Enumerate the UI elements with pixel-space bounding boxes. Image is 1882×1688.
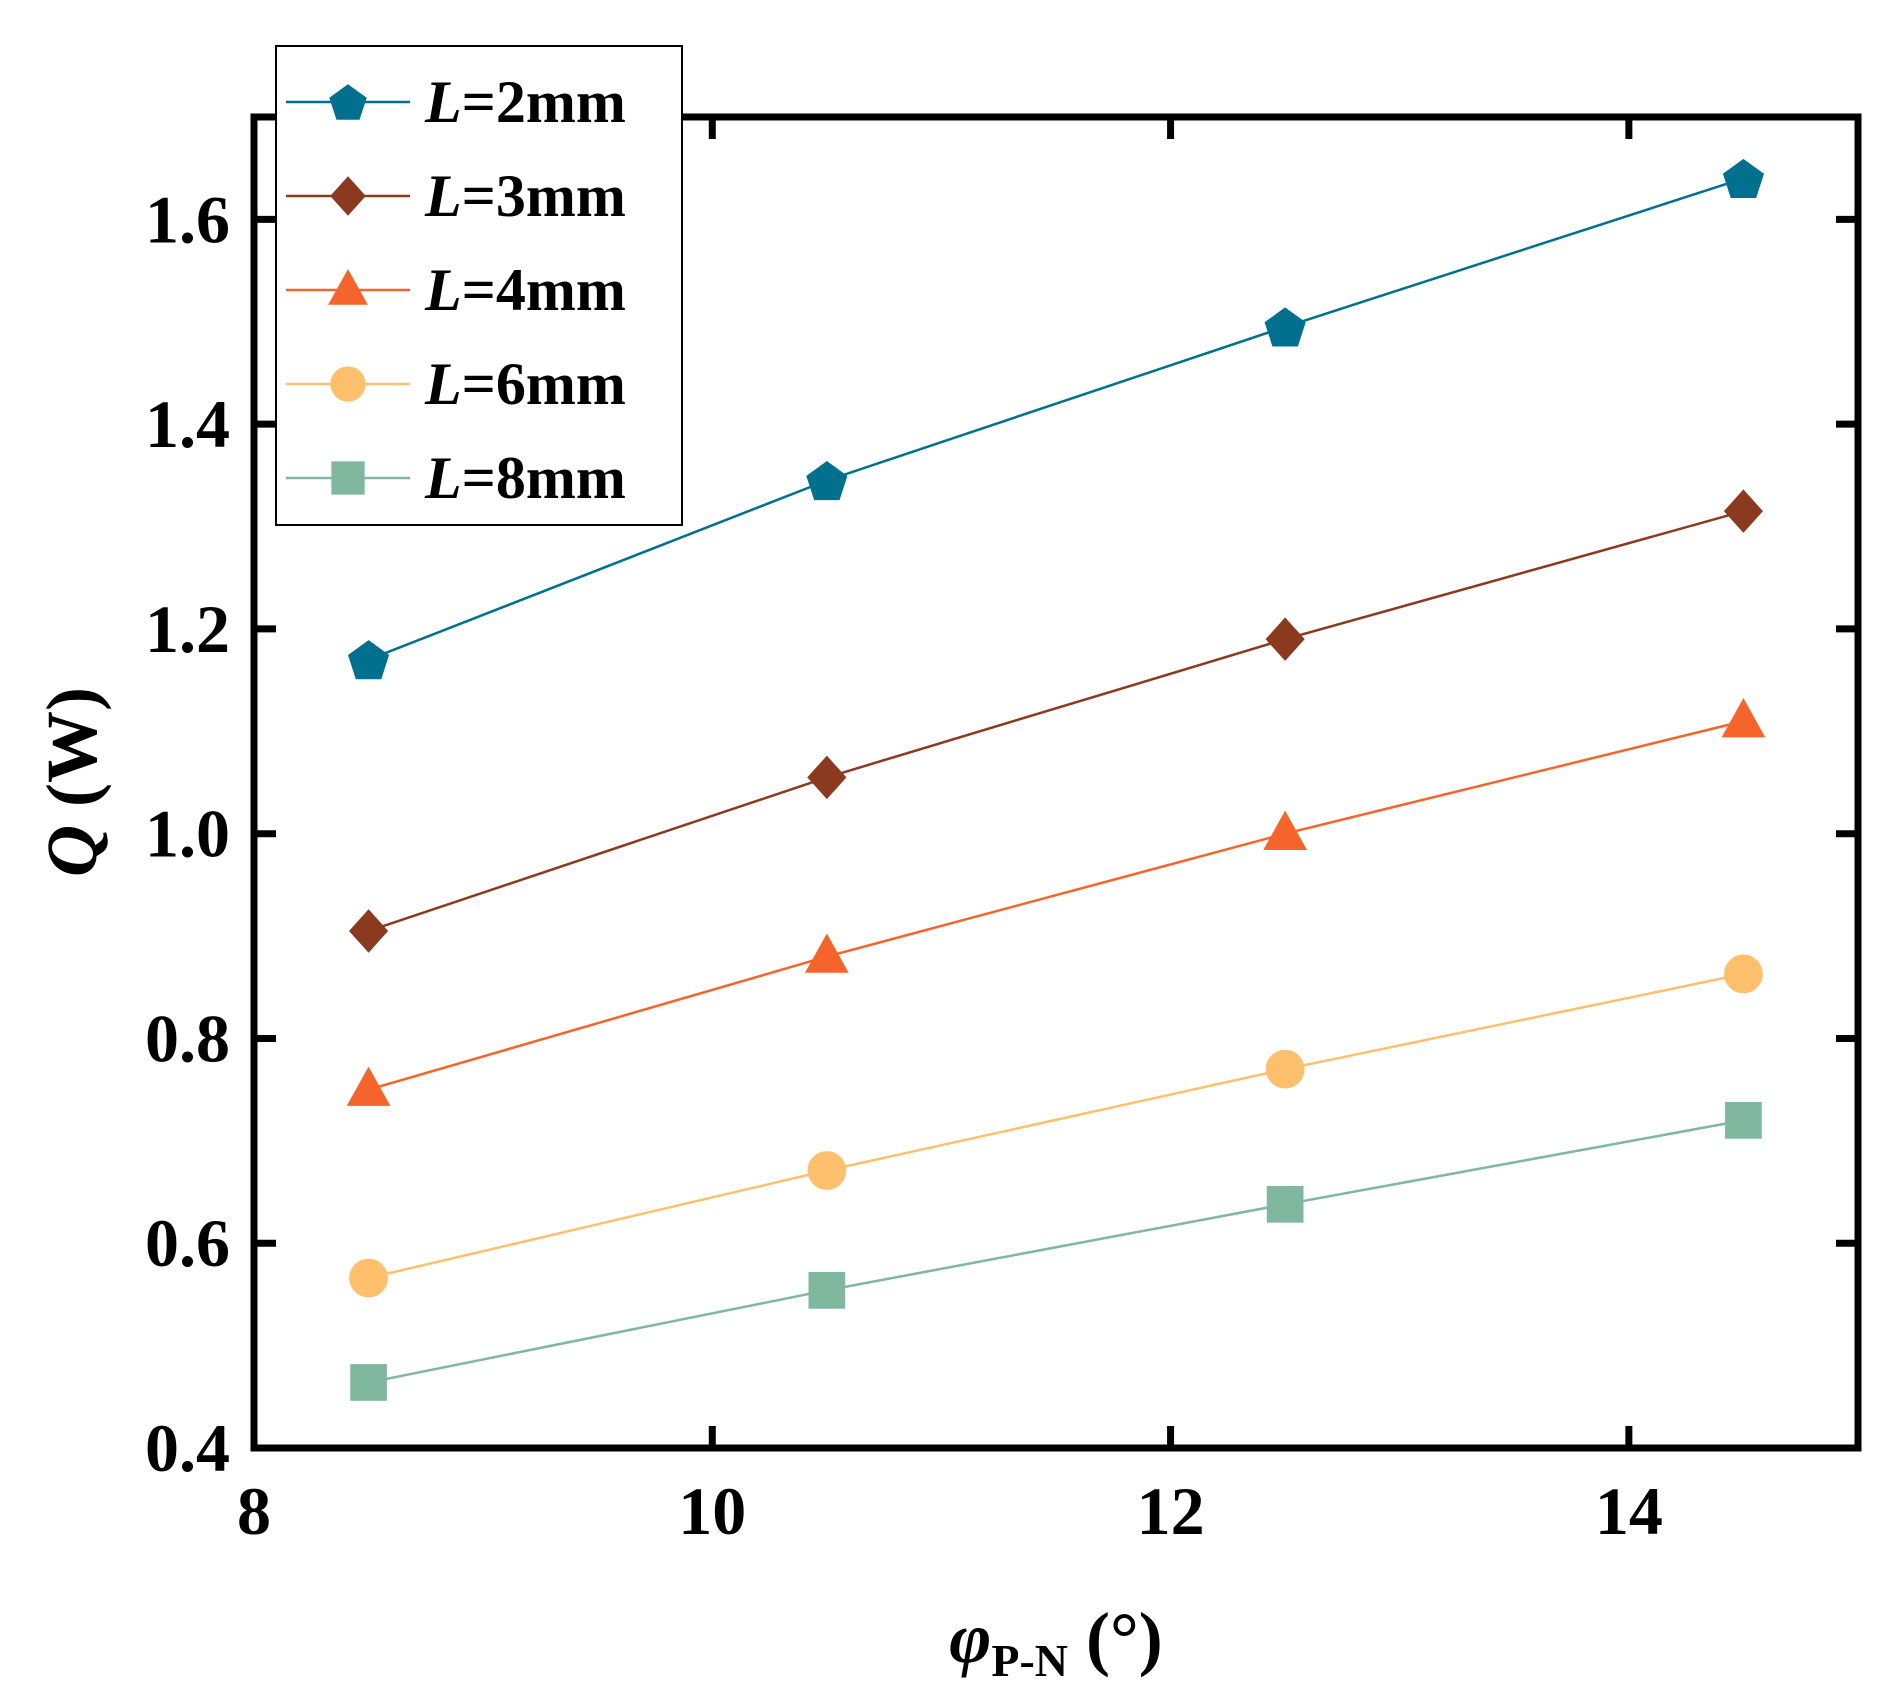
data-point [808, 1271, 846, 1309]
data-point [346, 1066, 391, 1106]
legend-marker [328, 269, 368, 305]
data-point [1265, 1049, 1305, 1089]
y-tick-label: 1.0 [145, 796, 230, 872]
data-point [1723, 489, 1764, 533]
legend-marker [330, 176, 366, 216]
data-point [1722, 158, 1764, 198]
series-line [368, 177, 1744, 661]
series-5 [350, 1102, 1762, 1401]
legend-marker [330, 366, 366, 402]
data-point [1265, 617, 1305, 661]
legend: L=2mm L=3mm L=4mm L=6mm L=8mm [275, 45, 683, 526]
data-point [348, 640, 390, 680]
legend-item: L=4mm [286, 257, 626, 323]
y-tick-label: 0.6 [145, 1205, 230, 1281]
series-2 [348, 489, 1764, 953]
y-tick-label: 0.4 [145, 1410, 230, 1486]
legend-label: L=8mm [424, 445, 626, 511]
data-point [1725, 1102, 1762, 1139]
data-point [1264, 307, 1306, 347]
legend-item: L=2mm [286, 69, 626, 135]
y-tick-label: 0.8 [145, 1000, 230, 1076]
y-tick-label: 1.6 [145, 181, 230, 257]
legend-marker [329, 84, 367, 120]
x-axis-title: φP-N (°) [949, 1598, 1163, 1686]
data-point [805, 933, 849, 973]
legend-marker [331, 461, 365, 495]
data-point [348, 909, 389, 953]
legend-label: L=2mm [424, 69, 626, 135]
series-1 [348, 158, 1764, 680]
legend-item: L=3mm [286, 163, 626, 229]
axis-ticks: 8 10 12 14 0.4 0.6 0.8 1.0 1.2 1.4 1.6 [145, 117, 1858, 1549]
data-point [1721, 697, 1766, 738]
plot-area [346, 158, 1766, 1401]
data-point [1263, 810, 1307, 850]
series-4 [349, 954, 1763, 1298]
data-point [1266, 1185, 1304, 1223]
legend-label: L=6mm [424, 351, 626, 417]
data-point [349, 1258, 388, 1298]
x-tick-label: 12 [1137, 1473, 1205, 1549]
x-tick-label: 10 [678, 1473, 746, 1549]
series-line [368, 509, 1744, 933]
data-point [1724, 954, 1763, 994]
data-point [807, 755, 847, 800]
legend-item: L=8mm [286, 445, 626, 511]
legend-item: L=6mm [286, 351, 626, 417]
series-line [368, 1119, 1744, 1384]
y-tick-label: 1.4 [145, 386, 230, 462]
y-tick-label: 1.2 [145, 591, 230, 667]
legend-label: L=3mm [424, 163, 626, 229]
series-line [368, 972, 1744, 1280]
x-tick-label: 8 [237, 1473, 271, 1549]
series-line [368, 719, 1744, 1091]
x-tick-label: 14 [1595, 1473, 1663, 1549]
y-axis-title: Q (W) [32, 687, 112, 877]
series-3 [346, 697, 1766, 1106]
legend-label: L=4mm [424, 257, 626, 323]
plot-frame [250, 113, 1862, 1452]
data-point [807, 1151, 847, 1190]
data-point [806, 460, 848, 501]
data-point [350, 1364, 387, 1401]
